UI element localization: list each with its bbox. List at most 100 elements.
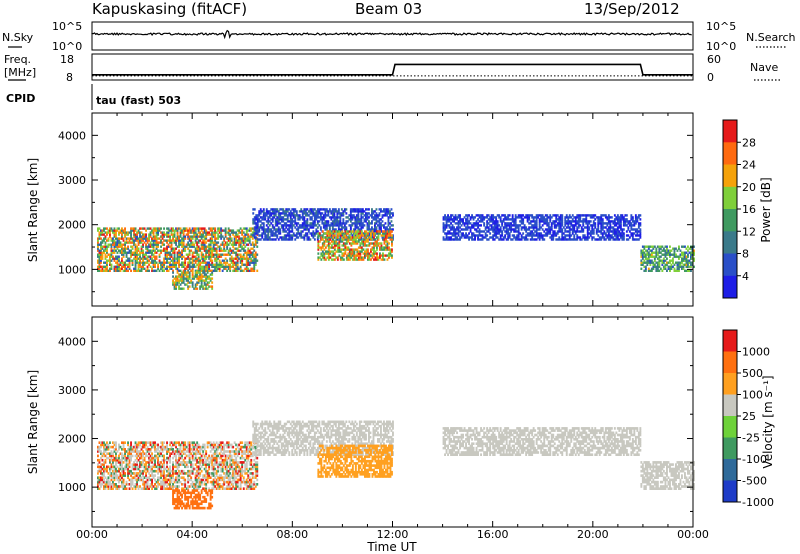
echo-cell-4 — [558, 218, 561, 221]
echo-cell-0 — [116, 461, 119, 464]
echo-cell-0 — [169, 245, 171, 248]
echo-cell-1 — [196, 281, 199, 284]
echo-cell-0 — [218, 245, 221, 248]
echo-cell-2 — [390, 208, 393, 211]
echo-cell-2 — [340, 234, 343, 237]
echo-cell-4 — [592, 230, 595, 233]
echo-cell-5 — [655, 265, 658, 268]
echo-cell-4 — [552, 214, 555, 217]
echo-cell-2 — [274, 218, 277, 221]
echo-cell-1 — [208, 277, 211, 280]
echo-cell-2 — [325, 224, 328, 227]
echo-cell-0 — [164, 233, 167, 236]
echo-cell-0 — [248, 237, 251, 240]
echo-cell-0 — [221, 269, 224, 272]
echo-cell-2 — [336, 216, 339, 219]
echo-cell-2 — [265, 228, 268, 231]
echo-cell-0 — [119, 243, 122, 246]
echo-cell-0 — [185, 243, 188, 246]
echo-cell-0 — [145, 235, 147, 238]
echo-cell-0 — [187, 269, 190, 272]
echo-cell-0 — [160, 239, 162, 242]
echo-cell-0 — [154, 251, 156, 254]
echo-cell-3 — [329, 234, 332, 237]
echo-cell-4 — [559, 220, 562, 223]
echo-cell-2 — [309, 218, 312, 221]
echo-cell-2 — [319, 214, 322, 217]
echo-cell-2 — [294, 226, 297, 229]
echo-cell-4 — [517, 216, 520, 219]
echo-cell-5 — [650, 259, 653, 262]
echo-cell-0 — [254, 251, 257, 254]
echo-cell-0 — [238, 231, 241, 234]
echo-cell-0 — [239, 265, 242, 268]
echo-cell-2 — [324, 224, 327, 227]
echo-cell-3 — [367, 258, 369, 261]
echo-cell-4 — [478, 230, 481, 233]
echo-cell-3 — [356, 250, 359, 253]
echo-cell-2 — [366, 224, 369, 227]
echo-cell-0 — [244, 239, 247, 242]
echo-cell-2 — [268, 236, 271, 239]
echo-cell-4 — [588, 220, 591, 223]
echo-cell-2 — [255, 236, 258, 239]
echo-cell-3 — [326, 234, 329, 237]
echo-cell-2 — [262, 230, 265, 233]
echo-cell-2 — [285, 222, 288, 225]
echo-cell-0 — [182, 243, 185, 246]
echo-cell-4 — [574, 232, 577, 235]
echo-cell-0 — [115, 463, 117, 466]
echo-cell-2 — [280, 224, 283, 227]
nsky-tick-high: 10^5 — [52, 20, 82, 33]
echo-cell-0 — [149, 249, 152, 252]
echo-cell-0 — [214, 253, 217, 256]
echo-cell-4 — [576, 222, 579, 225]
echo-cell-0 — [121, 265, 123, 268]
echo-cell-4 — [523, 238, 526, 241]
echo-cell-5 — [682, 257, 685, 260]
echo-cell-0 — [131, 465, 134, 469]
echo-cell-4 — [580, 220, 583, 223]
echo-cell-3 — [364, 244, 366, 247]
echo-cell-0 — [103, 480, 105, 484]
echo-cell-0 — [97, 465, 99, 469]
echo-cell-2 — [270, 218, 273, 221]
echo-cell-0 — [134, 487, 137, 490]
echo-cell-4 — [486, 238, 489, 241]
echo-cell-0 — [224, 227, 227, 230]
echo-cell-4 — [544, 234, 547, 237]
echo-cell-1 — [206, 277, 209, 280]
echo-cell-2 — [355, 216, 358, 219]
echo-cell-2 — [336, 218, 339, 221]
echo-cell-4 — [513, 236, 516, 239]
echo-cell-3 — [371, 252, 374, 255]
echo-cell-0 — [130, 452, 132, 455]
echo-cell-0 — [223, 267, 226, 270]
echo-cell-5 — [664, 245, 667, 248]
echo-cell-2 — [303, 226, 306, 229]
echo-cell-0 — [233, 235, 236, 238]
echo-cell-0 — [235, 241, 238, 244]
echo-cell-0 — [217, 237, 220, 240]
echo-cell-0 — [196, 253, 199, 256]
echo-cell-4 — [561, 236, 564, 239]
colorbar-swatch — [723, 231, 737, 254]
echo-cell-0 — [163, 231, 165, 234]
echo-cell-4 — [606, 224, 609, 227]
echo-cell-2 — [318, 208, 321, 211]
echo-cell-5 — [659, 267, 662, 270]
echo-cell-4 — [621, 236, 624, 239]
echo-cell-0 — [131, 229, 134, 232]
echo-cell-4 — [534, 216, 537, 219]
echo-cell-0 — [208, 233, 211, 236]
echo-cell-4 — [511, 214, 514, 217]
echo-cell-0 — [116, 241, 119, 244]
echo-cell-4 — [621, 214, 624, 217]
echo-cell-0 — [181, 229, 183, 232]
echo-cell-0 — [215, 265, 218, 268]
echo-cell-4 — [535, 232, 538, 235]
echo-cell-0 — [187, 243, 190, 246]
echo-cell-5 — [653, 245, 656, 248]
echo-cell-0 — [244, 233, 247, 236]
echo-cell-4 — [558, 220, 561, 223]
